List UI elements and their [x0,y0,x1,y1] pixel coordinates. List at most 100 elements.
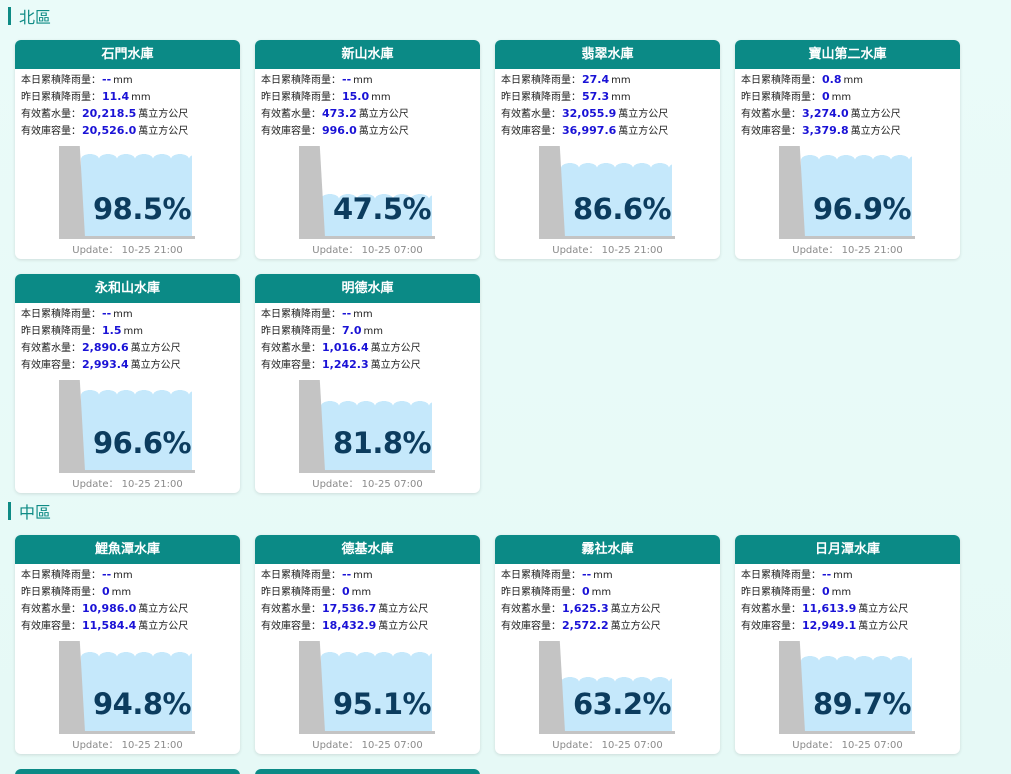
ground-line [299,236,435,239]
reservoir-card[interactable]: 石門水庫 本日累積降雨量：-- mm 昨日累積降雨量：11.4 mm 有效蓄水量：2… [15,40,240,259]
rain-yesterday-value: 11.4 [102,90,130,103]
reservoir-card[interactable]: 明德水庫 本日累積降雨量：-- mm 昨日累積降雨量：7.0 mm 有效蓄水量：1,… [255,274,480,493]
capacity-row: 有效庫容量：11,584.4 萬立方公尺 [21,618,240,635]
rain-today-value: -- [342,73,352,86]
reservoir-name: 明德水庫 [255,274,480,303]
capacity-label: 有效庫容量： [261,360,321,371]
ground-line [539,731,675,734]
storage-percent: 94.8% [93,687,192,721]
rain-today-value: -- [102,568,112,581]
reservoir-card-partial[interactable] [15,769,240,774]
storage-label: 有效蓄水量： [501,109,561,120]
rain-yesterday-label: 昨日累積降雨量： [501,587,581,598]
storage-value: 20,218.5 [82,107,137,120]
rain-today-value: -- [822,568,832,581]
water-level-fill [561,163,672,236]
storage-percent: 86.6% [573,192,672,226]
storage-label: 有效蓄水量： [741,604,801,615]
rain-today-value: -- [102,73,112,86]
rain-yesterday-label: 昨日累積降雨量： [741,587,821,598]
unit-mm: mm [843,75,863,86]
unit-mm: mm [833,570,853,581]
rain-today-label: 本日累積降雨量： [501,75,581,86]
reservoir-level-graphic: 63.2% [539,641,679,734]
reservoir-stats: 本日累積降雨量：-- mm 昨日累積降雨量：0 mm 有效蓄水量：11,613.9 萬… [735,564,960,635]
ground-line [299,470,435,473]
reservoir-level-graphic: 47.5% [299,146,439,239]
rain-today-row: 本日累積降雨量：-- mm [21,567,240,584]
storage-row: 有效蓄水量：473.2 萬立方公尺 [261,106,480,123]
rain-today-label: 本日累積降雨量： [21,309,101,320]
storage-percent: 89.7% [813,687,912,721]
reservoir-level-graphic: 96.9% [779,146,919,239]
storage-row: 有效蓄水量：1,625.3 萬立方公尺 [501,601,720,618]
water-level-fill [321,652,432,731]
storage-value: 32,055.9 [562,107,617,120]
storage-row: 有效蓄水量：20,218.5 萬立方公尺 [21,106,240,123]
unit-mm: mm [371,92,391,103]
capacity-row: 有效庫容量：18,432.9 萬立方公尺 [261,618,480,635]
unit-mm: mm [113,570,133,581]
rain-yesterday-value: 7.0 [342,324,362,337]
capacity-label: 有效庫容量： [741,621,801,632]
rain-today-row: 本日累積降雨量：0.8 mm [741,72,960,89]
reservoir-card[interactable]: 霧社水庫 本日累積降雨量：-- mm 昨日累積降雨量：0 mm 有效蓄水量：1,62… [495,535,720,754]
storage-row: 有效蓄水量：32,055.9 萬立方公尺 [501,106,720,123]
ground-line [59,731,195,734]
reservoir-card[interactable]: 寶山第二水庫 本日累積降雨量：0.8 mm 昨日累積降雨量：0 mm 有效蓄水量：3… [735,40,960,259]
dam-wall [539,146,565,237]
capacity-label: 有效庫容量： [21,360,81,371]
reservoir-stats: 本日累積降雨量：-- mm 昨日累積降雨量：11.4 mm 有效蓄水量：20,218… [15,69,240,140]
reservoir-stats: 本日累積降雨量：0.8 mm 昨日累積降雨量：0 mm 有效蓄水量：3,274.0 萬… [735,69,960,140]
reservoir-card[interactable]: 鯉魚潭水庫 本日累積降雨量：-- mm 昨日累積降雨量：0 mm 有效蓄水量：10,… [15,535,240,754]
capacity-value: 18,432.9 [322,619,377,632]
rain-yesterday-row: 昨日累積降雨量：7.0 mm [261,323,480,340]
reservoir-card[interactable]: 日月潭水庫 本日累積降雨量：-- mm 昨日累積降雨量：0 mm 有效蓄水量：11,… [735,535,960,754]
rain-yesterday-label: 昨日累積降雨量： [21,92,101,103]
storage-row: 有效蓄水量：2,890.6 萬立方公尺 [21,340,240,357]
dam-wall [299,380,325,471]
rain-yesterday-row: 昨日累積降雨量：15.0 mm [261,89,480,106]
unit-volume: 萬立方公尺 [858,621,909,632]
reservoir-card[interactable]: 德基水庫 本日累積降雨量：-- mm 昨日累積降雨量：0 mm 有效蓄水量：17,5… [255,535,480,754]
rain-yesterday-row: 昨日累積降雨量：11.4 mm [21,89,240,106]
reservoir-name: 永和山水庫 [15,274,240,303]
reservoir-card[interactable]: 翡翠水庫 本日累積降雨量：27.4 mm 昨日累積降雨量：57.3 mm 有效蓄水量… [495,40,720,259]
unit-mm: mm [131,92,151,103]
update-time: Update： 10-25 21:00 [792,245,903,256]
rain-yesterday-label: 昨日累積降雨量： [741,92,821,103]
unit-mm: mm [611,75,631,86]
rain-yesterday-label: 昨日累積降雨量： [261,92,341,103]
reservoir-card[interactable]: 永和山水庫 本日累積降雨量：-- mm 昨日累積降雨量：1.5 mm 有效蓄水量：2… [15,274,240,493]
region-title: 北區 [19,8,52,27]
unit-volume: 萬立方公尺 [138,126,189,137]
capacity-label: 有效庫容量： [501,126,561,137]
rain-yesterday-row: 昨日累積降雨量：0 mm [501,584,720,601]
reservoir-name: 翡翠水庫 [495,40,720,69]
reservoir-stats: 本日累積降雨量：27.4 mm 昨日累積降雨量：57.3 mm 有效蓄水量：32,0… [495,69,720,140]
dam-wall [59,641,85,732]
storage-value: 1,625.3 [562,602,609,615]
water-level-fill [321,194,432,236]
capacity-value: 996.0 [322,124,357,137]
storage-value: 10,986.0 [82,602,137,615]
capacity-value: 2,572.2 [562,619,609,632]
unit-mm: mm [113,309,133,320]
ground-line [299,731,435,734]
storage-label: 有效蓄水量： [21,109,81,120]
rain-today-value: -- [342,307,352,320]
storage-row: 有效蓄水量：11,613.9 萬立方公尺 [741,601,960,618]
unit-volume: 萬立方公尺 [378,621,429,632]
unit-mm: mm [591,587,612,598]
rain-today-row: 本日累積降雨量：-- mm [261,567,480,584]
reservoir-level-graphic: 96.6% [59,380,199,473]
unit-volume: 萬立方公尺 [138,621,189,632]
unit-mm: mm [353,309,373,320]
reservoir-card[interactable]: 新山水庫 本日累積降雨量：-- mm 昨日累積降雨量：15.0 mm 有效蓄水量：4… [255,40,480,259]
unit-volume: 萬立方公尺 [130,343,181,354]
rain-yesterday-label: 昨日累積降雨量： [21,587,101,598]
unit-mm: mm [123,326,143,337]
water-level-fill [81,390,192,470]
reservoir-card-partial[interactable] [255,769,480,774]
reservoir-level-graphic: 94.8% [59,641,199,734]
